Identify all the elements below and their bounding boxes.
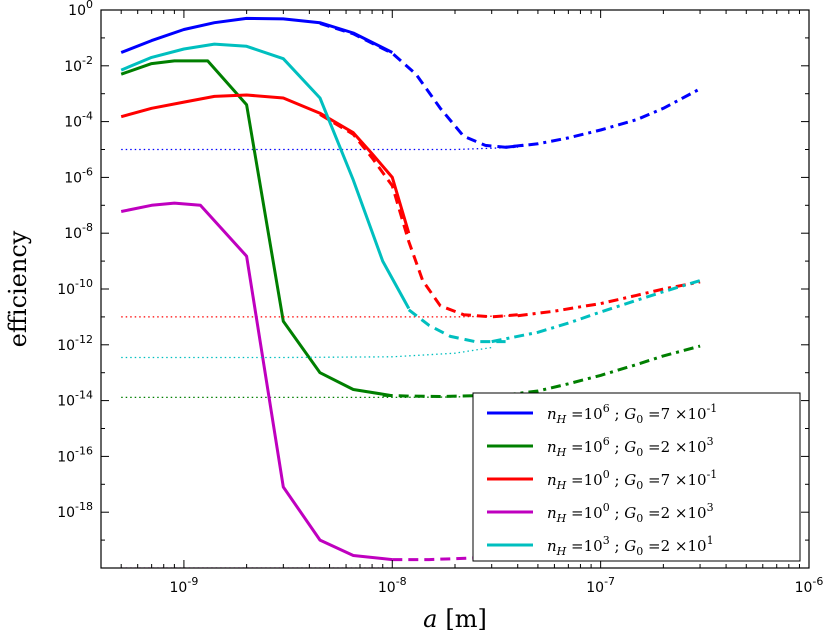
series-4-dotted-line	[121, 346, 492, 359]
plot-frame	[100, 9, 810, 569]
series-1-solid-line	[120, 59, 393, 398]
x-axis-var: a	[423, 605, 437, 633]
legend-label: nH =106 ; G0 =2 ×103	[547, 435, 714, 459]
x-tick-labels: 10-9 10-8 10-7 10-6	[170, 575, 824, 596]
series-4-solid-line	[120, 42, 411, 310]
legend-label: nH =100 ; G0 =7 ×10-1	[547, 468, 717, 492]
y-axis-label: efficiency	[4, 230, 32, 347]
legend-box	[472, 392, 801, 562]
y-tick-label: 10-4	[64, 110, 93, 131]
series-0-dashdot-line	[505, 87, 701, 149]
y-tick-label: 10-8	[64, 221, 93, 242]
y-tick-label: 100	[68, 0, 93, 19]
series-3-solid-line	[120, 201, 393, 562]
series-4-dashdot-line	[491, 279, 701, 344]
series-2-dashed-line	[319, 113, 518, 319]
y-tick-label: 10-18	[57, 500, 93, 521]
x-axis-unit: [m]	[445, 605, 486, 633]
y-tick-labels: 100 10-2 10-4 10-6 10-8 10-10 10-12 10-14 10-16 1…	[57, 0, 93, 521]
legend-label: nH =106 ; G0 =7 ×10-1	[547, 402, 717, 426]
series-0-dashed-line	[319, 21, 529, 149]
legend-entries: nH =106 ; G0 =7 ×10-1 nH =106 ; G0 =2 ×10…	[487, 402, 717, 558]
series-4-dashed-line	[407, 308, 506, 344]
y-tick-label: 10-2	[64, 54, 93, 75]
y-tick-label: 10-14	[57, 389, 93, 410]
legend-label: nH =103 ; G0 =2 ×101	[547, 534, 714, 558]
series-2-solid-line	[120, 93, 411, 234]
x-tick-label: 10-7	[586, 575, 615, 596]
x-tick-label: 10-6	[795, 575, 824, 596]
y-tick-label: 10-10	[57, 277, 93, 298]
y-tick-label: 10-6	[64, 165, 93, 186]
legend-label: nH =100 ; G0 =2 ×103	[547, 501, 714, 525]
x-axis-label: a [m]	[423, 605, 487, 633]
series-1-dashdot-line	[505, 344, 701, 397]
x-tick-label: 10-9	[170, 575, 199, 596]
series-2-dotted-line	[121, 315, 518, 318]
y-tick-label: 10-12	[57, 333, 93, 354]
y-tick-label: 10-16	[57, 444, 93, 465]
x-tick-label: 10-8	[378, 575, 407, 596]
series-0-dotted-line	[121, 146, 518, 151]
legend: nH =106 ; G0 =7 ×10-1 nH =106 ; G0 =2 ×10…	[472, 392, 801, 562]
